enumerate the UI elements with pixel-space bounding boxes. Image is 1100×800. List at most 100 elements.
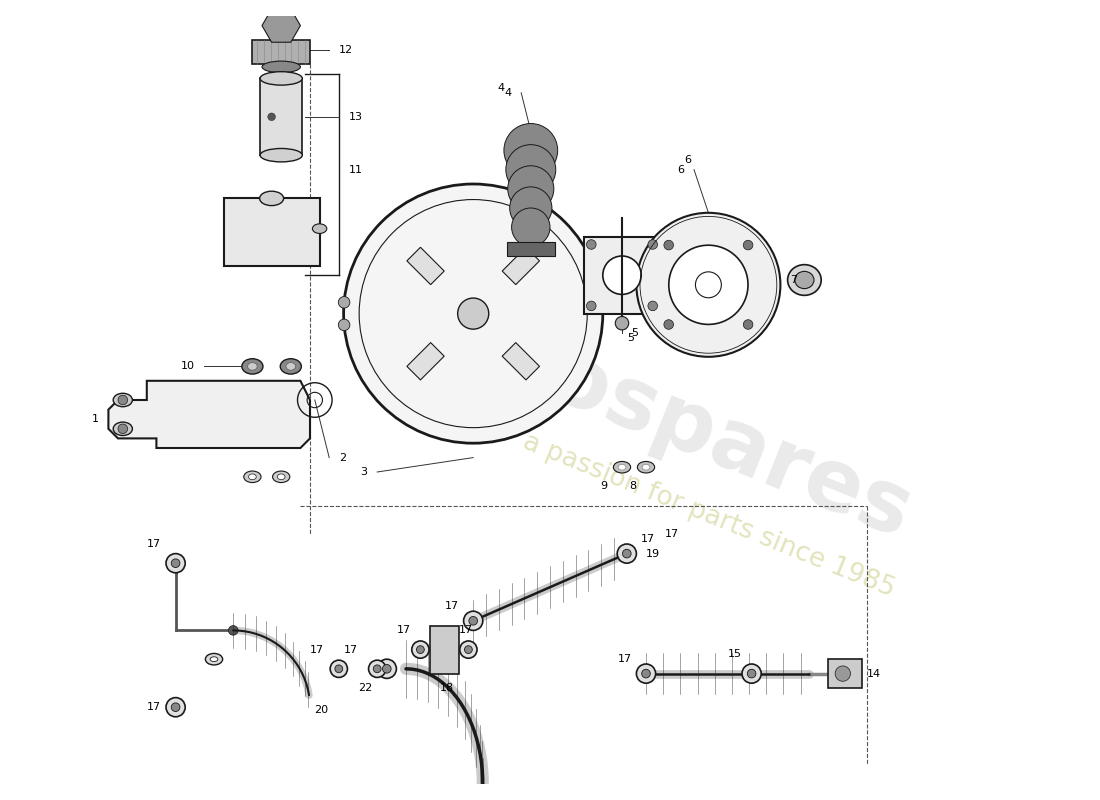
Circle shape — [586, 301, 596, 310]
Ellipse shape — [260, 72, 302, 85]
Text: 6: 6 — [684, 155, 692, 165]
Text: 17: 17 — [641, 534, 656, 544]
Circle shape — [334, 665, 343, 673]
Ellipse shape — [244, 471, 261, 482]
Ellipse shape — [113, 394, 132, 406]
Circle shape — [617, 544, 637, 563]
Circle shape — [330, 660, 348, 678]
Text: 12: 12 — [339, 45, 353, 54]
Text: 17: 17 — [666, 530, 680, 539]
Circle shape — [835, 666, 850, 682]
Text: 2: 2 — [339, 453, 345, 462]
Ellipse shape — [262, 61, 300, 73]
Text: 17: 17 — [617, 654, 631, 664]
Circle shape — [603, 256, 641, 294]
Ellipse shape — [206, 654, 222, 665]
Ellipse shape — [642, 464, 650, 470]
Text: 7: 7 — [790, 275, 798, 285]
Ellipse shape — [795, 271, 814, 289]
Polygon shape — [407, 247, 444, 285]
Text: 15: 15 — [728, 650, 743, 659]
Text: 19: 19 — [646, 549, 660, 558]
Ellipse shape — [260, 149, 302, 162]
Text: 14: 14 — [867, 669, 881, 678]
Text: 9: 9 — [601, 482, 607, 491]
Ellipse shape — [273, 471, 289, 482]
Bar — [430, 626, 459, 674]
Text: 4: 4 — [505, 88, 512, 98]
Circle shape — [463, 611, 483, 630]
Circle shape — [368, 660, 386, 678]
Circle shape — [744, 320, 752, 330]
Circle shape — [637, 213, 780, 357]
Ellipse shape — [113, 422, 132, 435]
Ellipse shape — [286, 362, 296, 370]
Circle shape — [118, 395, 128, 405]
Circle shape — [641, 670, 650, 678]
Text: 17: 17 — [459, 626, 473, 635]
Circle shape — [664, 320, 673, 330]
Polygon shape — [503, 342, 539, 380]
Circle shape — [411, 641, 429, 658]
Text: 17: 17 — [397, 626, 410, 635]
Circle shape — [166, 554, 185, 573]
Circle shape — [747, 670, 756, 678]
Text: 6: 6 — [678, 165, 684, 174]
Text: 17: 17 — [147, 539, 162, 549]
Circle shape — [343, 184, 603, 443]
Ellipse shape — [242, 358, 263, 374]
Circle shape — [586, 240, 596, 250]
Text: 10: 10 — [180, 362, 195, 371]
Circle shape — [669, 245, 748, 325]
Bar — [252, 40, 310, 64]
Text: 5: 5 — [627, 333, 634, 342]
Bar — [223, 198, 320, 266]
Circle shape — [172, 559, 180, 567]
Ellipse shape — [312, 224, 327, 234]
Text: eurospares: eurospares — [387, 275, 924, 556]
Circle shape — [506, 145, 556, 194]
Circle shape — [623, 550, 631, 558]
Text: 3: 3 — [361, 467, 367, 477]
Bar — [260, 78, 302, 155]
Circle shape — [460, 641, 477, 658]
Circle shape — [695, 272, 722, 298]
Text: 13: 13 — [349, 112, 362, 122]
Circle shape — [509, 187, 552, 229]
Polygon shape — [109, 381, 310, 448]
Ellipse shape — [614, 462, 630, 473]
Text: 17: 17 — [310, 645, 324, 654]
Circle shape — [615, 317, 629, 330]
Ellipse shape — [248, 362, 257, 370]
Circle shape — [172, 703, 180, 711]
Text: 5: 5 — [631, 328, 639, 338]
Bar — [507, 242, 554, 256]
Ellipse shape — [210, 657, 218, 662]
Text: 4: 4 — [497, 83, 504, 93]
Circle shape — [339, 297, 350, 308]
Ellipse shape — [249, 474, 256, 480]
Text: 1: 1 — [91, 414, 99, 424]
Ellipse shape — [260, 191, 284, 206]
Circle shape — [118, 424, 128, 434]
Circle shape — [664, 240, 673, 250]
Circle shape — [742, 664, 761, 683]
Bar — [584, 237, 660, 314]
Circle shape — [469, 617, 477, 625]
Ellipse shape — [788, 265, 822, 295]
Circle shape — [383, 665, 392, 673]
Circle shape — [744, 240, 752, 250]
Circle shape — [377, 659, 396, 678]
Polygon shape — [503, 247, 539, 285]
Circle shape — [464, 646, 472, 654]
Ellipse shape — [277, 474, 285, 480]
Text: 11: 11 — [349, 165, 362, 174]
Text: a passion for parts since 1985: a passion for parts since 1985 — [518, 429, 899, 602]
Text: 22: 22 — [359, 683, 373, 693]
Polygon shape — [262, 9, 300, 42]
Circle shape — [648, 301, 658, 310]
Ellipse shape — [280, 358, 301, 374]
Circle shape — [508, 166, 553, 212]
Bar — [828, 659, 862, 688]
Ellipse shape — [637, 462, 654, 473]
